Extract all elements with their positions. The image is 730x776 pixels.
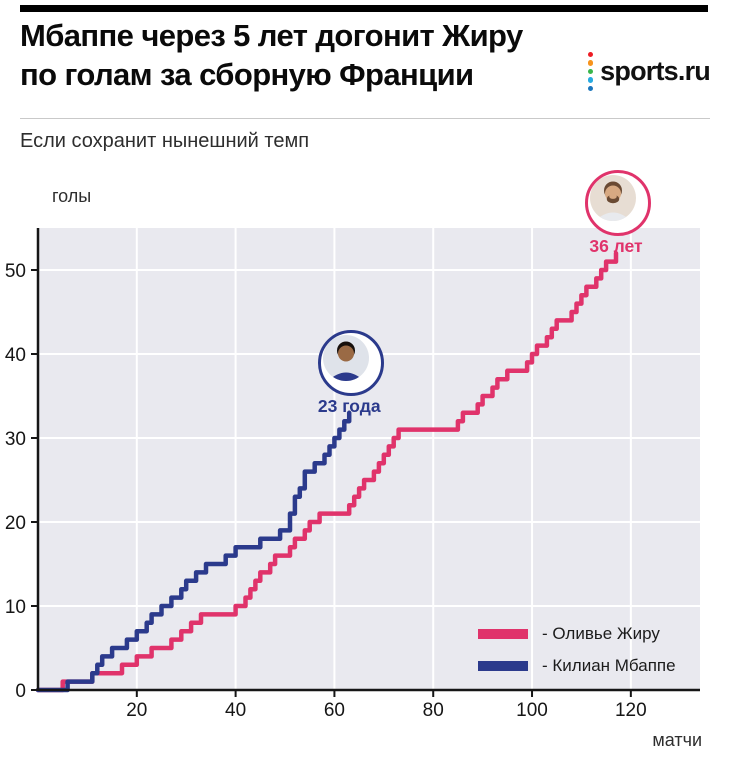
mbappe-age-label: 23 года <box>317 395 381 416</box>
chart-subtitle: Если сохранит нынешний темп <box>20 130 310 152</box>
y-tick-label: 50 <box>5 261 26 282</box>
top-rule <box>20 5 708 12</box>
logo-dot-3 <box>587 77 594 83</box>
legend-label-mbappe: - Килиан Мбаппе <box>542 656 676 675</box>
legend-label-giroud: - Оливье Жиру <box>542 624 660 643</box>
title-line-1: Мбаппе через 5 лет догонит Жиру <box>20 18 523 53</box>
logo-text: sports.ru <box>600 55 711 86</box>
logo-dot-4 <box>587 85 594 91</box>
y-tick-label: 20 <box>5 513 26 534</box>
legend-row-giroud: - Оливье Жиру <box>478 624 676 644</box>
y-axis-title: голы <box>52 186 92 206</box>
mbappe-line <box>35 410 352 693</box>
legend-row-mbappe: - Килиан Мбаппе <box>478 656 676 676</box>
header: Мбаппе через 5 лет догонит Жиру по голам… <box>20 16 711 95</box>
y-tick-label: 40 <box>5 345 26 366</box>
header-divider <box>20 118 710 119</box>
legend-swatch-giroud <box>478 629 528 639</box>
page-title: Мбаппе через 5 лет догонит Жиру по голам… <box>20 16 523 94</box>
title-line-2: по голам за сборную Франции <box>20 57 474 92</box>
plot-canvas: 20 40 60 80 100 120 0 10 20 30 40 50 <box>5 228 700 721</box>
x-tick-label: 20 <box>126 700 147 721</box>
giroud-age-label: 36 лет <box>589 236 643 257</box>
giroud-line <box>35 250 619 693</box>
x-tick-label: 40 <box>225 700 246 721</box>
logo-dot-0 <box>587 51 594 57</box>
mbappe-avatar <box>318 329 385 396</box>
logo-dot-2 <box>587 68 594 74</box>
x-tick-label: 100 <box>516 700 548 721</box>
sports-ru-logo[interactable]: sports.ru <box>587 51 711 95</box>
x-axis-title: матчи <box>652 730 702 750</box>
chart-area: голы 20 40 60 80 100 120 0 10 20 30 40 50 матчи - О… <box>0 160 730 776</box>
y-tick-label: 30 <box>5 429 26 450</box>
giroud-avatar <box>585 170 651 237</box>
plot-background <box>38 228 700 690</box>
x-tick-label: 80 <box>423 700 444 721</box>
legend-swatch-mbappe <box>478 661 528 671</box>
legend: - Оливье Жиру - Килиан Мбаппе <box>478 624 676 676</box>
giroud-photo <box>590 175 636 222</box>
y-tick-label: 10 <box>5 597 26 618</box>
x-tick-label: 120 <box>615 700 647 721</box>
logo-dot-1 <box>587 60 594 66</box>
mbappe-photo <box>323 334 370 381</box>
logo-dots-icon <box>587 51 594 91</box>
x-tick-label: 60 <box>324 700 345 721</box>
y-tick-label: 0 <box>15 681 26 702</box>
